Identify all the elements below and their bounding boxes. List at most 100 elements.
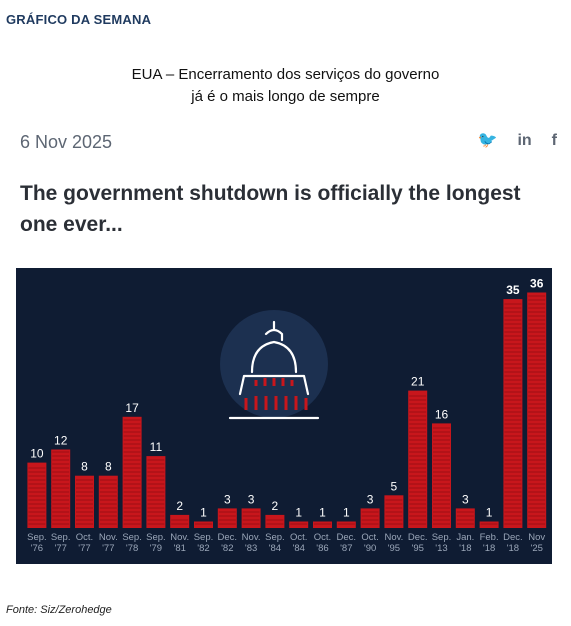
data-label-11: 1 (295, 506, 302, 520)
tick-label-7-1: '82 (197, 543, 209, 554)
tick-label-19-1: '18 (483, 543, 495, 554)
capitol-dome-icon (228, 320, 320, 420)
bars-group: 10Sep.'7612Sep.'778Oct.'778Nov.'7717Sep.… (27, 277, 547, 554)
headline-line-1: EUA – Encerramento dos serviços do gover… (131, 66, 440, 83)
tick-label-9-0: Nov. (242, 532, 261, 543)
tick-label-10-1: '84 (269, 543, 281, 554)
bar-3 (98, 475, 118, 528)
tick-label-12-0: Oct. (314, 532, 331, 543)
share-bar: 🐦 in f (478, 130, 557, 152)
bar-10 (265, 514, 285, 528)
chart-title-line-1: The government shutdown is officially th… (20, 182, 521, 205)
facebook-icon[interactable]: f (551, 132, 557, 149)
data-label-4: 17 (125, 401, 139, 415)
tick-label-2-1: '77 (78, 543, 90, 554)
tick-label-15-1: '95 (388, 543, 400, 554)
tick-label-6-0: Nov. (170, 532, 189, 543)
capitol-illustration (220, 310, 328, 420)
bar-6 (170, 514, 190, 528)
tick-label-6-1: '81 (174, 543, 186, 554)
tick-label-1-0: Sep. (51, 532, 71, 543)
bar-20 (503, 299, 523, 528)
tick-label-19-0: Feb. (480, 532, 499, 543)
tick-label-10-0: Sep. (265, 532, 285, 543)
bar-9 (241, 508, 261, 528)
bar-8 (217, 508, 237, 528)
data-label-7: 1 (200, 506, 207, 520)
tick-label-0-1: '76 (31, 543, 43, 554)
bar-2 (75, 475, 94, 528)
chart-title: The government shutdown is officially th… (20, 178, 550, 240)
article-date: 6 Nov 2025 (20, 132, 113, 152)
data-label-15: 5 (391, 479, 398, 493)
data-label-10: 2 (272, 499, 279, 513)
tick-label-17-1: '13 (435, 543, 447, 554)
data-label-9: 3 (248, 492, 255, 506)
data-label-20: 35 (506, 283, 520, 297)
bar-18 (455, 508, 475, 528)
bar-chart: 10 Sep. '76 12 Sep. '77 8 Oct. '77 8 Nov. '77 17 Sep.… (16, 268, 552, 564)
bar-11 (289, 521, 309, 528)
twitter-icon[interactable]: 🐦 (477, 132, 498, 149)
tick-label-5-0: Sep. (146, 532, 166, 543)
headline: EUA – Encerramento dos serviços do gover… (0, 64, 571, 108)
tick-label-3-0: Nov. (99, 532, 118, 543)
data-label-5: 11 (150, 440, 163, 454)
data-label-21: 36 (530, 277, 544, 291)
headline-line-2: já é o mais longo de sempre (191, 88, 380, 105)
tick-label-4-1: '78 (126, 543, 138, 554)
tick-label-14-1: '90 (364, 543, 376, 554)
tick-label-16-0: Dec. (408, 532, 428, 543)
tick-label-7-0: Sep. (194, 532, 214, 543)
tick-label-20-1: '18 (507, 543, 519, 554)
tick-label-12-1: '86 (316, 543, 328, 554)
bar-12 (313, 521, 332, 528)
bar-7 (194, 521, 213, 528)
data-label-13: 1 (343, 506, 350, 520)
tick-label-5-1: '79 (150, 543, 162, 554)
tick-label-2-0: Oct. (76, 532, 93, 543)
tick-label-17-0: Sep. (432, 532, 452, 543)
data-label-16: 21 (411, 375, 425, 389)
tick-label-21-0: Nov (528, 532, 545, 543)
tick-label-0-0: Sep. (27, 532, 47, 543)
data-label-8: 3 (224, 492, 231, 506)
data-label-12: 1 (319, 506, 326, 520)
tick-label-13-1: '87 (340, 543, 352, 554)
bar-14 (360, 508, 380, 528)
capitol-columns (244, 378, 308, 410)
data-label-6: 2 (176, 499, 183, 513)
data-label-17: 16 (435, 407, 449, 421)
bar-19 (479, 521, 499, 528)
data-label-1: 12 (54, 434, 68, 448)
tick-label-18-1: '18 (459, 543, 471, 554)
section-label: GRÁFICO DA SEMANA (6, 12, 152, 27)
tick-label-20-0: Dec. (503, 532, 523, 543)
capitol-glow (220, 310, 328, 418)
tick-label-13-0: Dec. (337, 532, 357, 543)
data-label-18: 3 (462, 492, 469, 506)
bar-13 (336, 521, 356, 528)
data-label-14: 3 (367, 492, 374, 506)
tick-label-21-1: '25 (531, 543, 543, 554)
linkedin-icon[interactable]: in (517, 132, 532, 149)
data-label-19: 1 (486, 506, 493, 520)
source-note: Fonte: Siz/Zerohedge (6, 604, 112, 616)
bar-21 (527, 292, 547, 528)
tick-label-16-1: '95 (412, 543, 424, 554)
tick-label-1-1: '77 (55, 543, 67, 554)
tick-label-8-0: Dec. (218, 532, 238, 543)
tick-label-15-0: Nov. (384, 532, 403, 543)
data-label-2: 8 (81, 460, 88, 474)
bar-chart-svg: 10Sep.'7612Sep.'778Oct.'778Nov.'7717Sep.… (27, 277, 547, 554)
data-label-0: 10 (30, 447, 44, 461)
bar-16 (408, 390, 428, 528)
tick-label-4-0: Sep. (122, 532, 142, 543)
tick-label-11-0: Oct. (290, 532, 307, 543)
tick-label-14-0: Oct. (361, 532, 378, 543)
tick-label-11-1: '84 (293, 543, 305, 554)
tick-label-3-1: '77 (102, 543, 114, 554)
data-label-3: 8 (105, 460, 112, 474)
chart-title-line-2: one ever... (20, 213, 123, 236)
tick-label-8-1: '82 (221, 543, 233, 554)
